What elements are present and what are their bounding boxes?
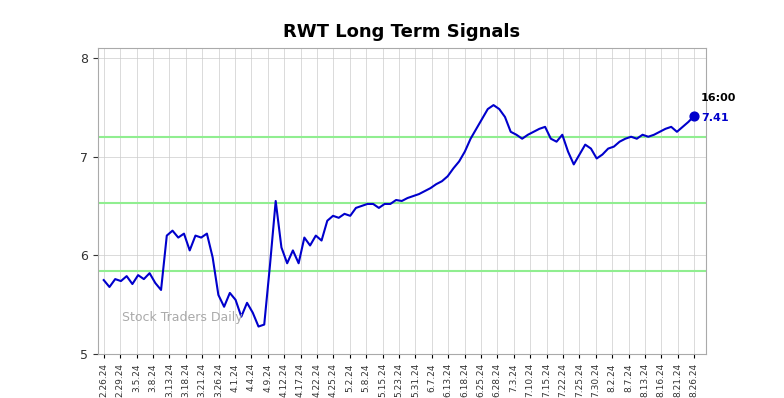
Point: [688, 113, 700, 119]
Text: Stock Traders Daily: Stock Traders Daily: [122, 310, 243, 324]
Text: 7.41: 7.41: [701, 113, 728, 123]
Title: RWT Long Term Signals: RWT Long Term Signals: [283, 23, 521, 41]
Text: 16:00: 16:00: [701, 93, 736, 103]
